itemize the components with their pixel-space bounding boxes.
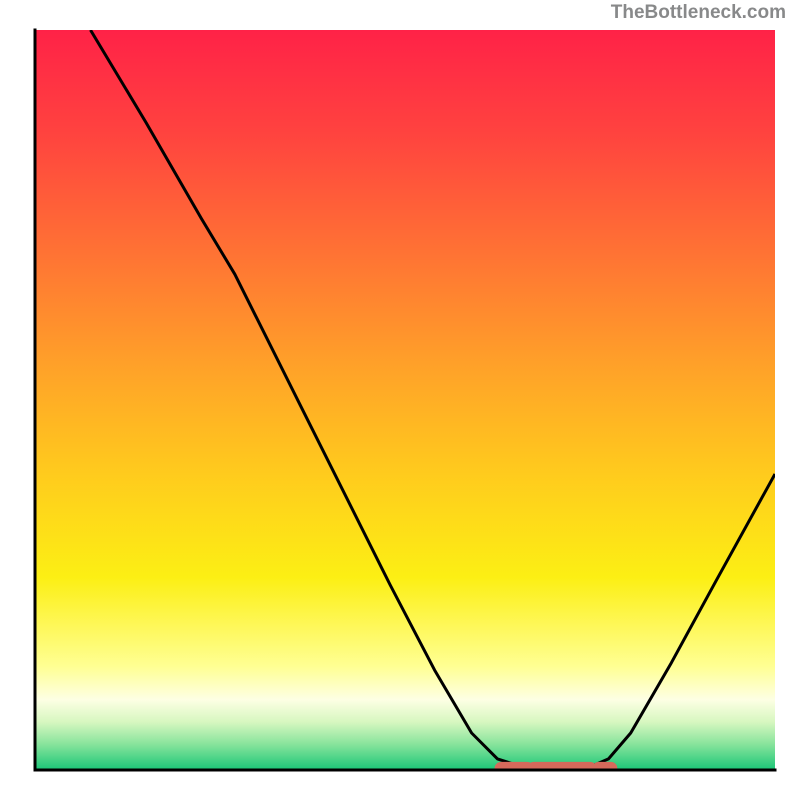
root-container: TheBottleneck.com [0,0,800,800]
bottleneck-chart [0,0,800,800]
gradient-background [35,30,775,770]
